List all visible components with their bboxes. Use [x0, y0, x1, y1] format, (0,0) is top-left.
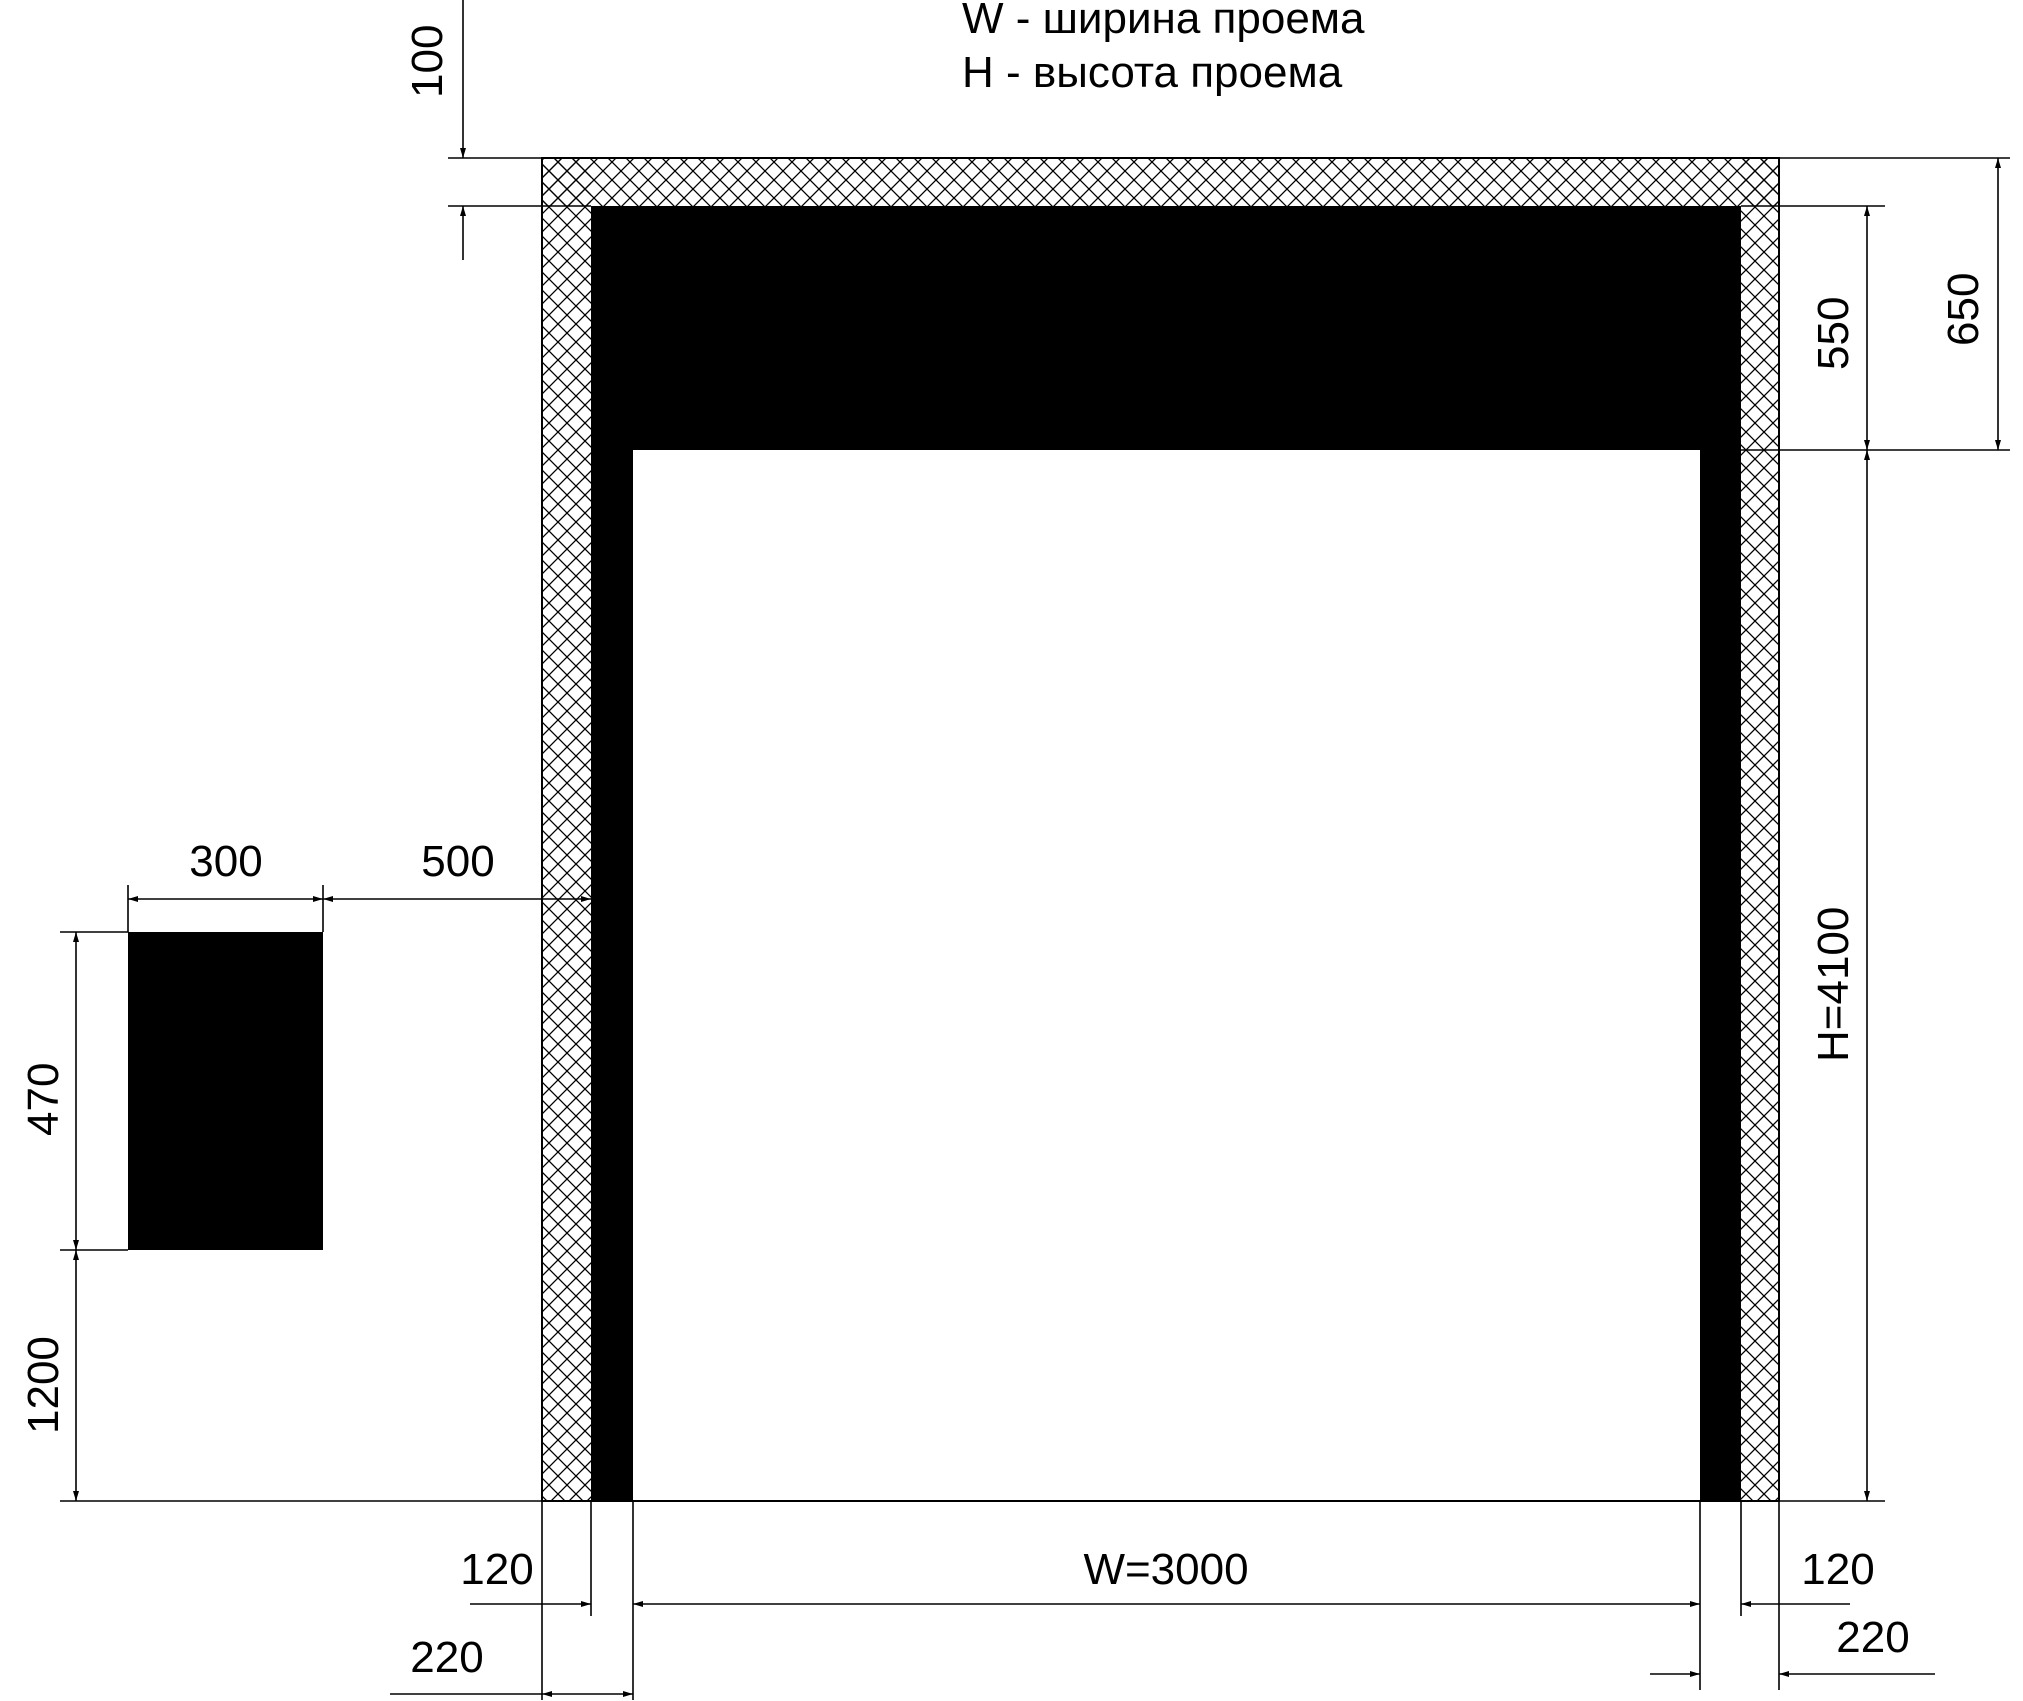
- dim-left-frame-outer-label: 220: [410, 1633, 483, 1682]
- dim-right-frame-outer-label: 220: [1836, 1613, 1909, 1662]
- dim-panel-gap-label: 500: [421, 837, 494, 886]
- frame-left-hatch: [542, 158, 591, 1501]
- legend-width: W - ширина проема: [962, 0, 1365, 43]
- dim-right-frame-inner-label: 120: [1801, 1545, 1874, 1594]
- right-guide-rail: [1700, 450, 1741, 1501]
- door-opening: [633, 450, 1700, 1501]
- legend: W - ширина проема H - высота проема: [962, 0, 1365, 97]
- dim-panel-height-label: 470: [19, 1063, 68, 1136]
- dim-bottom-extensions: [541, 1501, 1780, 1700]
- dim-opening-height: H=4100: [1779, 450, 1885, 1502]
- dim-panel-horizontal: 300 500: [127, 837, 591, 932]
- dim-opening-width-label: W=3000: [1083, 1545, 1248, 1594]
- dim-right-frame: 120 220: [1650, 1545, 1935, 1677]
- control-panel: [128, 932, 323, 1250]
- dim-top-offset: 100: [403, 0, 591, 260]
- dim-panel-vertical: 470 1200: [19, 931, 542, 1502]
- header-box: [591, 206, 1741, 450]
- dim-opening-width: W=3000: [633, 1545, 1700, 1607]
- dim-left-frame: 120 220: [390, 1545, 633, 1697]
- frame-right-hatch: [1741, 158, 1779, 1501]
- dim-opening-height-label: H=4100: [1809, 907, 1858, 1062]
- left-guide-rail: [591, 450, 633, 1501]
- dim-total-header-label: 650: [1939, 273, 1988, 346]
- frame-top-hatch: [542, 158, 1779, 206]
- door-body: [542, 206, 1779, 1502]
- dim-left-frame-inner-label: 120: [460, 1545, 533, 1594]
- dim-top-offset-label: 100: [403, 25, 452, 98]
- dim-header: 550 650: [1741, 157, 2010, 451]
- legend-height: H - высота проема: [962, 48, 1343, 97]
- dim-panel-floor-label: 1200: [19, 1336, 68, 1434]
- dim-panel-width-label: 300: [189, 837, 262, 886]
- dim-header-height-label: 550: [1809, 297, 1858, 370]
